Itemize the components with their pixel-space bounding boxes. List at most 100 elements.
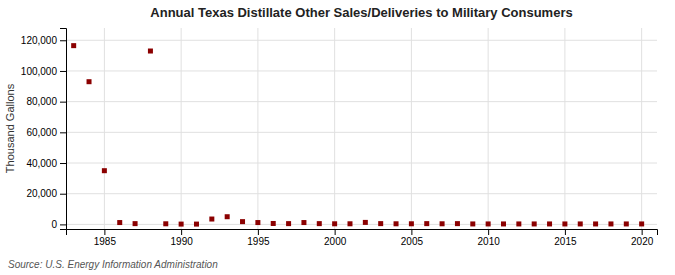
x-tick-mark (104, 229, 105, 235)
point (163, 221, 168, 226)
grid-line-y (66, 163, 657, 164)
x-tick-mark (411, 229, 412, 235)
x-axis-line (67, 230, 658, 236)
y-tick: 40,000 (26, 158, 66, 169)
point (71, 43, 76, 48)
y-tick-label: 40,000 (26, 158, 57, 169)
x-tick-mark (335, 229, 336, 235)
point (394, 221, 399, 226)
y-tick: 100,000 (21, 66, 66, 77)
point (102, 168, 107, 173)
points (71, 43, 644, 226)
point (332, 221, 337, 226)
grid-line-x (334, 28, 335, 229)
grid-line-y (66, 193, 657, 194)
x-tick-mark (488, 229, 489, 235)
x-tick: 1995 (247, 229, 270, 247)
x-tick-label: 2000 (324, 236, 347, 247)
point (516, 221, 521, 226)
point (286, 221, 291, 226)
point (424, 221, 429, 226)
point (624, 221, 629, 226)
point (363, 220, 368, 225)
point (593, 221, 598, 226)
point (409, 221, 414, 226)
point (148, 49, 153, 54)
point (347, 221, 352, 226)
x-tick-label: 1990 (171, 236, 194, 247)
x-tick-label: 2010 (478, 236, 501, 247)
point (455, 221, 460, 226)
x-axis: 1985 1990 1995 2000 2005 2010 2015 2020 (67, 229, 658, 247)
grid-line-x (564, 28, 565, 229)
point (271, 221, 276, 226)
point (301, 220, 306, 225)
x-tick-mark (181, 229, 182, 235)
point (578, 221, 583, 226)
y-tick-label: 0 (51, 219, 57, 230)
grid-line-x (488, 28, 489, 229)
point (547, 221, 552, 226)
point (378, 221, 383, 226)
x-tick-label: 1985 (94, 236, 117, 247)
y-tick-mark (60, 102, 66, 103)
y-tick: 20,000 (26, 188, 66, 199)
y-axis-line (60, 29, 67, 230)
y-tick-mark (60, 132, 66, 133)
y-tick-label: 20,000 (26, 188, 57, 199)
grid-line-x (181, 28, 182, 229)
point (317, 221, 322, 226)
point (486, 221, 491, 226)
y-axis-title: Thousand Gallons (4, 83, 16, 173)
y-axis: 0 20,000 40,000 60,000 80,000 100,000 120,000 (21, 29, 67, 231)
y-tick-mark (60, 163, 66, 164)
point (87, 79, 92, 84)
grid-line-y (66, 40, 657, 41)
point (225, 214, 230, 219)
y-tick-mark (60, 224, 66, 225)
grid-line-y (66, 70, 657, 71)
grid-line-x (641, 28, 642, 229)
y-tick: 0 (51, 219, 66, 230)
x-tick-label: 2015 (554, 236, 577, 247)
x-tick-label: 2005 (401, 236, 424, 247)
grid (66, 28, 657, 229)
point (209, 217, 214, 222)
grid-line-y (66, 224, 657, 225)
grid-line-x (257, 28, 258, 229)
grid-line-y (66, 101, 657, 102)
point (608, 221, 613, 226)
source-note: Source: U.S. Energy Information Administ… (8, 259, 218, 270)
point (240, 219, 245, 224)
y-tick: 60,000 (26, 127, 66, 138)
y-tick-mark (60, 40, 66, 41)
grid-line-y (66, 132, 657, 133)
x-tick: 2010 (478, 229, 501, 247)
y-tick-mark (60, 71, 66, 72)
point (255, 220, 260, 225)
point (194, 222, 199, 227)
x-tick: 2005 (401, 229, 424, 247)
point (470, 221, 475, 226)
point (117, 220, 122, 225)
title: Annual Texas Distillate Other Sales/Deli… (150, 5, 572, 20)
y-tick: 80,000 (26, 96, 66, 107)
point (639, 221, 644, 226)
x-tick-label: 2020 (631, 236, 654, 247)
point (133, 221, 138, 226)
point (562, 221, 567, 226)
grid-line-x (104, 28, 105, 229)
x-tick: 2015 (554, 229, 577, 247)
x-tick: 1990 (171, 229, 194, 247)
x-tick: 2020 (631, 229, 654, 247)
x-tick-mark (642, 229, 643, 235)
point (501, 221, 506, 226)
point (179, 222, 184, 227)
chart: 1985 1990 1995 2000 2005 2010 2015 2020 0 20,000 4… (0, 0, 675, 275)
x-tick-label: 1995 (247, 236, 270, 247)
y-tick-label: 120,000 (21, 35, 58, 46)
plot: 1985 1990 1995 2000 2005 2010 2015 2020 0 20,000 4… (21, 28, 658, 247)
point (532, 221, 537, 226)
x-tick: 1985 (94, 229, 117, 247)
x-tick-mark (258, 229, 259, 235)
